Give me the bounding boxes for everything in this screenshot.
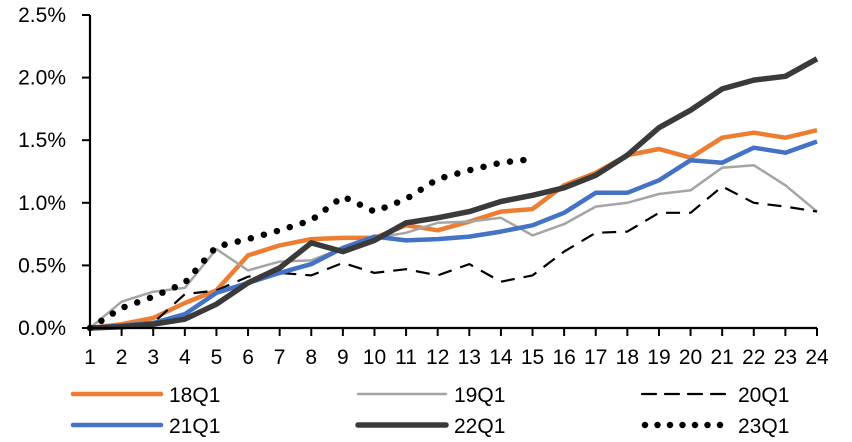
series-line-22q1	[89, 56, 819, 331]
x-tick-label: 14	[489, 346, 513, 369]
y-tick-label: 1.5%	[18, 129, 66, 152]
y-tick-label: 2.0%	[18, 67, 66, 90]
y-tick-label: 0.0%	[18, 317, 66, 340]
x-tick-label: 15	[521, 346, 544, 369]
x-tick-label: 6	[242, 346, 254, 369]
series-line-21q1	[89, 139, 818, 331]
legend-item-23q1: 23Q1	[641, 415, 789, 438]
x-tick-label: 10	[363, 346, 386, 369]
legend-label: 19Q1	[454, 384, 505, 407]
legend: 18Q1 19Q1 20Q1 21Q1 22Q1 23Q1	[70, 384, 789, 438]
x-tick-label: 24	[805, 346, 829, 369]
x-tick-label: 4	[179, 346, 191, 369]
legend-label: 21Q1	[169, 415, 220, 438]
x-tick-label: 16	[552, 346, 575, 369]
legend-item-18q1: 18Q1	[70, 384, 220, 407]
legend-item-20q1: 20Q1	[640, 384, 789, 407]
x-tick-label: 2	[116, 346, 128, 369]
x-tick-label: 11	[395, 346, 417, 369]
y-tick-label: 1.0%	[18, 192, 66, 215]
legend-item-19q1: 19Q1	[356, 384, 505, 407]
y-tick-label: 0.5%	[18, 254, 66, 277]
x-tick-label: 21	[710, 346, 733, 369]
x-tick-label: 9	[337, 346, 349, 369]
series-line-20q1	[89, 185, 818, 330]
x-tick-label: 22	[742, 346, 765, 369]
x-tick-label: 7	[274, 346, 286, 369]
series-line-23q1	[86, 155, 536, 332]
x-tick-label: 1	[84, 346, 96, 369]
legend-item-22q1: 22Q1	[355, 415, 505, 438]
x-tick-label: 23	[774, 346, 797, 369]
x-tick-label: 12	[426, 346, 449, 369]
legend-label: 18Q1	[169, 384, 220, 407]
legend-label: 20Q1	[738, 384, 789, 407]
x-tick-label: 8	[305, 346, 317, 369]
x-tick-label: 5	[211, 346, 223, 369]
legend-label: 22Q1	[454, 415, 505, 438]
x-tick-label: 18	[616, 346, 639, 369]
axes: 0.0%0.5%1.0%1.5%2.0%2.5%1 2 3 4 5 6 7 8 9 10 11 12 1…	[18, 4, 829, 369]
legend-label: 23Q1	[738, 415, 789, 438]
series-line-19q1	[89, 163, 818, 329]
x-tick-label: 17	[584, 346, 607, 369]
y-tick-label: 2.5%	[18, 4, 66, 27]
plot-area	[86, 56, 819, 332]
series-line-18q1	[89, 128, 818, 331]
x-tick-label: 13	[458, 346, 481, 369]
x-tick-label: 20	[679, 346, 702, 369]
x-tick-label: 19	[647, 346, 670, 369]
legend-item-21q1: 21Q1	[70, 415, 220, 438]
x-tick-label: 3	[147, 346, 159, 369]
